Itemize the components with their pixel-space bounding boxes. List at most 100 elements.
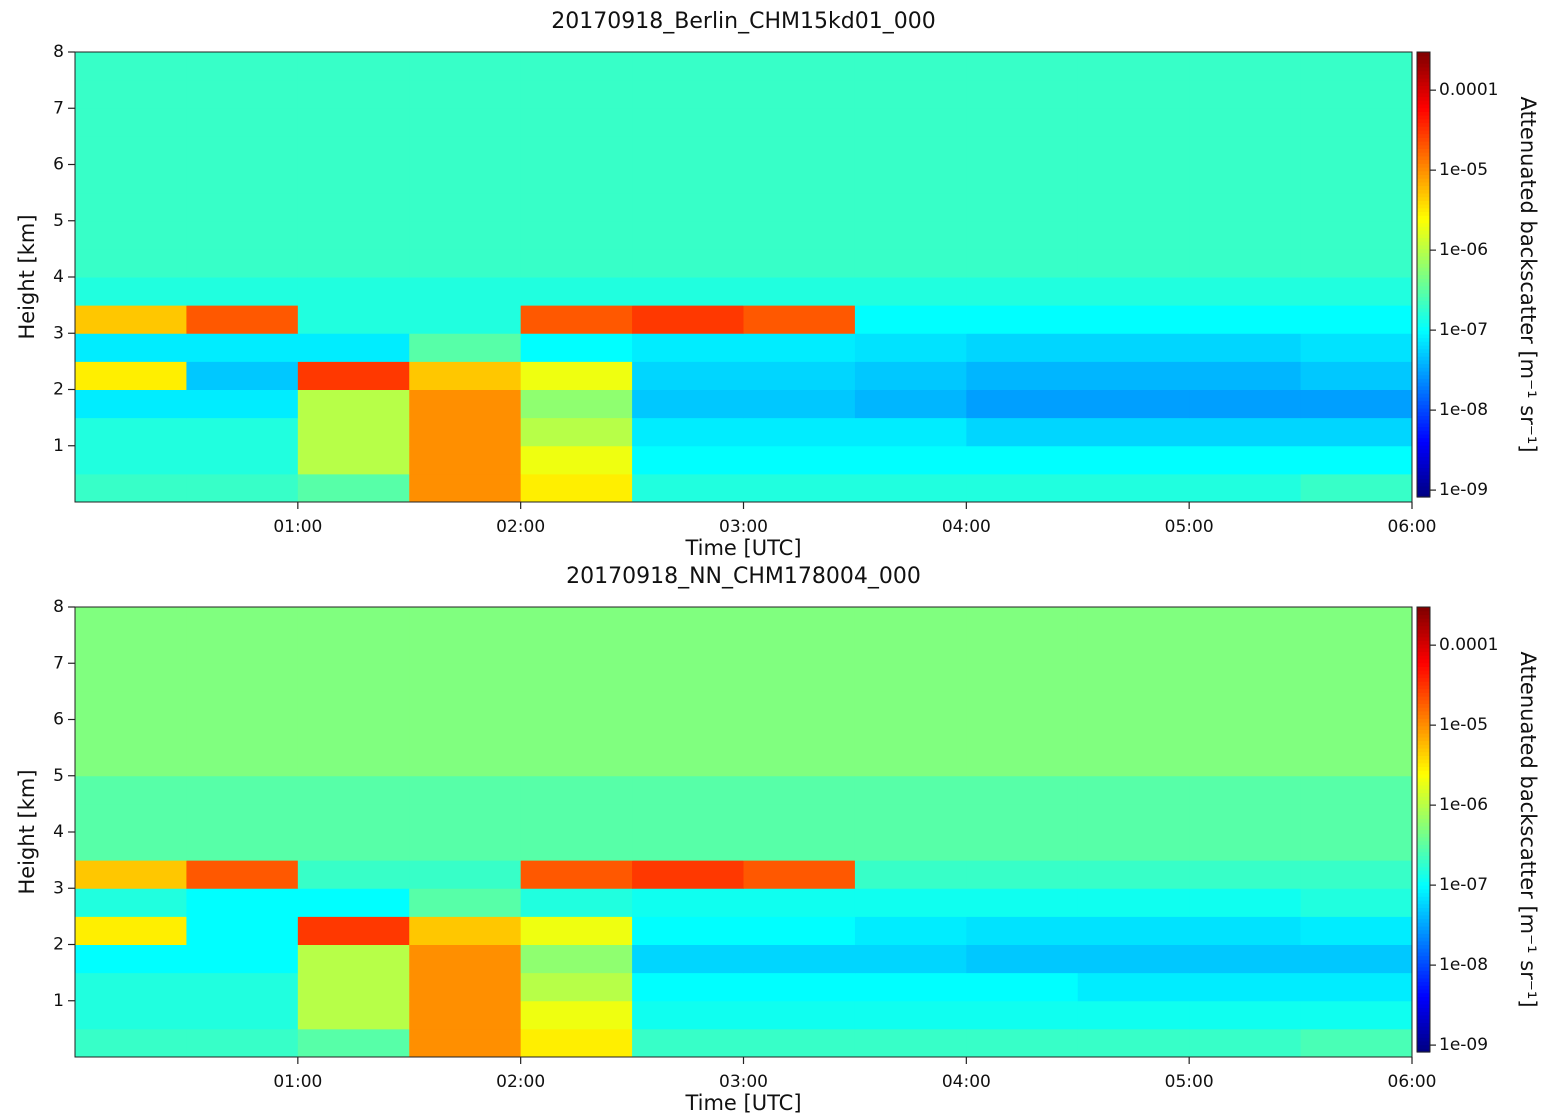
heatmap-cell (186, 361, 299, 390)
heatmap-cell (75, 333, 187, 362)
colorbar-segment (1417, 74, 1430, 79)
heatmap-cell (1300, 888, 1413, 917)
heatmap-cell (1300, 803, 1413, 833)
heatmap-cell (1077, 361, 1190, 390)
heatmap-cell (1077, 389, 1190, 419)
colorbar-segment (1417, 181, 1430, 187)
colorbar-segment (1417, 374, 1430, 379)
heatmap-cell (854, 1028, 967, 1058)
colorbar-segment (1417, 452, 1430, 457)
heatmap-cell (632, 389, 744, 419)
heatmap-cell (75, 747, 187, 777)
colorbar-segment (1417, 759, 1430, 764)
colorbar-segment (1417, 940, 1430, 946)
colorbar-segment (1417, 996, 1430, 1001)
heatmap-cell (966, 277, 1079, 306)
colorbar-segment (1417, 892, 1430, 897)
heatmap-cell (1300, 832, 1413, 861)
colorbar-segment (1417, 948, 1430, 953)
heatmap-cell (966, 747, 1079, 777)
colorbar-segment (1417, 408, 1430, 413)
heatmap-cell (520, 305, 633, 334)
colorbar-segment (1417, 344, 1430, 350)
heatmap-cell (1300, 663, 1413, 692)
heatmap-cell (743, 52, 856, 81)
colorbar-segment (1417, 836, 1430, 842)
colorbar-segment (1417, 77, 1430, 83)
colorbar-segment (1417, 437, 1430, 442)
colorbar-segment (1417, 688, 1430, 693)
colorbar-segment (1417, 415, 1430, 420)
colorbar-segment (1417, 81, 1430, 86)
heatmap-cell (520, 832, 633, 861)
colorbar-segment (1417, 673, 1430, 679)
heatmap-cell (186, 663, 299, 692)
heatmap-cell (632, 333, 744, 362)
heatmap-cell (743, 635, 856, 664)
colorbar-segment (1417, 692, 1430, 697)
heatmap-cell (520, 108, 633, 137)
heatmap-cell (520, 445, 633, 475)
colorbar-segment (1417, 618, 1430, 623)
colorbar-tick-label: 1e-06 (1439, 240, 1488, 260)
colorbar-segment (1417, 367, 1430, 372)
heatmap-cell (1077, 52, 1190, 81)
heatmap-cell (520, 248, 633, 278)
heatmap-cell (409, 944, 522, 974)
heatmap-cell (632, 445, 744, 475)
colorbar-tick-label: 1e-08 (1439, 400, 1488, 420)
colorbar-segment (1417, 684, 1430, 690)
heatmap-cell (854, 277, 967, 306)
colorbar-segment (1417, 1011, 1430, 1016)
heatmap-cell (186, 52, 299, 81)
heatmap-cell (186, 248, 299, 278)
heatmap-cell (186, 803, 299, 833)
colorbar-segment (1417, 222, 1430, 227)
heatmap-cell (966, 248, 1079, 278)
heatmap-cell (297, 361, 410, 390)
heatmap-cell (520, 691, 633, 720)
heatmap-cell (966, 607, 1079, 636)
colorbar-segment (1417, 766, 1430, 771)
colorbar-segment (1417, 699, 1430, 705)
heatmap-cell (1189, 361, 1302, 390)
colorbar-segment (1417, 855, 1430, 860)
heatmap-cell (409, 192, 522, 222)
colorbar-segment (1417, 833, 1430, 838)
heatmap-cell (632, 916, 744, 945)
heatmap-cell (966, 445, 1079, 475)
heatmap-cell (1189, 888, 1302, 917)
heatmap-cell (409, 305, 522, 334)
colorbar-segment (1417, 467, 1430, 472)
heatmap-cell (632, 473, 744, 503)
heatmap-cell (186, 192, 299, 222)
heatmap-cell (854, 164, 967, 194)
heatmap-cell (1189, 445, 1302, 475)
heatmap-cell (743, 719, 856, 749)
heatmap-cell (409, 803, 522, 833)
colorbar-segment (1417, 903, 1430, 908)
y-tick-label: 8 (53, 42, 64, 62)
colorbar-segment (1417, 829, 1430, 834)
colorbar-segment (1417, 714, 1430, 719)
heatmap-cell (297, 1000, 410, 1030)
x-tick-label: 03:00 (719, 517, 768, 537)
heatmap-cell (520, 136, 633, 165)
heatmap-cell (743, 473, 856, 503)
heatmap-cell (297, 607, 410, 636)
colorbar-segment (1417, 818, 1430, 823)
colorbar-segment (1417, 274, 1430, 279)
colorbar-tick-label: 0.0001 (1439, 635, 1498, 655)
heatmap-cell (186, 635, 299, 664)
heatmap-cell (966, 635, 1079, 664)
heatmap-cell (743, 775, 856, 805)
heatmap-cell (966, 389, 1079, 419)
colorbar-segment (1417, 981, 1430, 986)
heatmap-cell (632, 1000, 744, 1030)
colorbar-segment (1417, 126, 1430, 131)
heatmap-cell (854, 719, 967, 749)
heatmap-cell (632, 607, 744, 636)
x-tick-label: 05:00 (1165, 517, 1214, 537)
